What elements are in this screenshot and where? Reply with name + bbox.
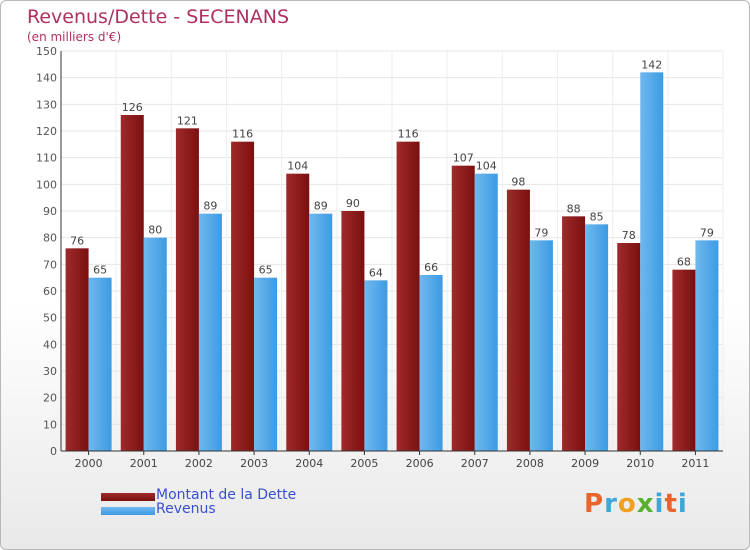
y-tick-label: 140 (36, 72, 57, 85)
x-tick-label: 2008 (516, 457, 544, 470)
bar-revenus (364, 280, 388, 451)
bar-dette (506, 189, 530, 451)
data-label: 116 (398, 128, 419, 141)
bar-dette (396, 141, 420, 451)
y-tick-label: 50 (43, 312, 57, 325)
data-label: 65 (93, 264, 107, 277)
x-tick-label: 2009 (571, 457, 599, 470)
bar-dette (65, 248, 89, 451)
data-label: 104 (287, 160, 308, 173)
bar-revenus (198, 213, 222, 451)
y-tick-label: 150 (36, 45, 57, 58)
data-label: 89 (203, 200, 217, 213)
x-tick-label: 2005 (350, 457, 378, 470)
data-label: 89 (314, 200, 328, 213)
y-tick-label: 90 (43, 205, 57, 218)
x-tick-label: 2011 (681, 457, 709, 470)
logo-letter: o (617, 489, 637, 519)
data-label: 68 (677, 256, 691, 269)
data-label: 76 (70, 234, 84, 247)
logo-letter: P (584, 489, 605, 519)
data-label: 121 (177, 114, 198, 127)
bar-dette (451, 165, 475, 451)
bar-revenus (474, 173, 498, 451)
x-tick-label: 2001 (130, 457, 158, 470)
logo-letter: r (604, 489, 618, 519)
x-tick-label: 2004 (295, 457, 323, 470)
legend-label-dette: Montant de la Dette (156, 487, 297, 503)
data-label: 79 (700, 226, 714, 239)
bar-revenus (88, 277, 112, 451)
y-tick-label: 20 (43, 392, 57, 405)
x-tick-label: 2006 (406, 457, 434, 470)
bar-revenus (585, 224, 609, 451)
legend-swatch-revenus (101, 507, 155, 515)
y-tick-label: 60 (43, 285, 57, 298)
data-label: 64 (369, 266, 383, 279)
y-tick-label: 110 (36, 152, 57, 165)
bar-revenus (529, 240, 553, 451)
logo-letter: i (654, 489, 665, 519)
bar-dette (617, 243, 641, 451)
bar-dette (286, 173, 310, 451)
x-tick-label: 2003 (240, 457, 268, 470)
y-tick-label: 100 (36, 178, 57, 191)
data-label: 88 (567, 202, 581, 215)
data-label: 78 (622, 229, 636, 242)
y-tick-label: 130 (36, 98, 57, 111)
bar-dette (341, 211, 365, 451)
bar-dette (231, 141, 255, 451)
y-tick-label: 120 (36, 125, 57, 138)
y-tick-label: 80 (43, 232, 57, 245)
bar-dette (120, 115, 144, 451)
data-label: 107 (453, 152, 474, 165)
data-label: 142 (641, 58, 662, 71)
proxiti-logo: Proxiti (584, 489, 688, 519)
y-tick-label: 70 (43, 258, 57, 271)
bar-dette (175, 128, 199, 451)
y-tick-label: 40 (43, 338, 57, 351)
bar-revenus (254, 277, 278, 451)
data-label: 90 (346, 197, 360, 210)
bar-dette (562, 216, 586, 451)
data-label: 104 (476, 160, 497, 173)
data-label: 116 (232, 128, 253, 141)
bar-revenus (640, 72, 664, 451)
data-label: 126 (122, 101, 143, 114)
x-tick-label: 2002 (185, 457, 213, 470)
logo-letter: t (664, 489, 678, 519)
chart-title: Revenus/Dette - SECENANS (27, 6, 290, 28)
data-label: 65 (259, 264, 273, 277)
legend-label-revenus: Revenus (156, 501, 216, 517)
bar-dette (672, 269, 696, 451)
bar-revenus (419, 275, 443, 451)
bar-revenus (309, 213, 333, 451)
logo-letter: i (677, 489, 688, 519)
x-tick-label: 2007 (461, 457, 489, 470)
y-tick-label: 10 (43, 418, 57, 431)
x-tick-label: 2000 (75, 457, 103, 470)
data-label: 85 (590, 210, 604, 223)
logo-letter: x (636, 489, 655, 519)
bar-revenus (695, 240, 719, 451)
legend-swatch-dette (101, 493, 155, 501)
data-label: 66 (424, 261, 438, 274)
x-tick-label: 2010 (626, 457, 654, 470)
data-label: 79 (534, 226, 548, 239)
chart-subtitle: (en milliers d'€) (27, 30, 122, 44)
y-tick-label: 30 (43, 365, 57, 378)
bar-revenus (143, 237, 167, 451)
y-tick-label: 0 (50, 445, 57, 458)
data-label: 80 (148, 224, 162, 237)
data-label: 98 (511, 176, 525, 189)
